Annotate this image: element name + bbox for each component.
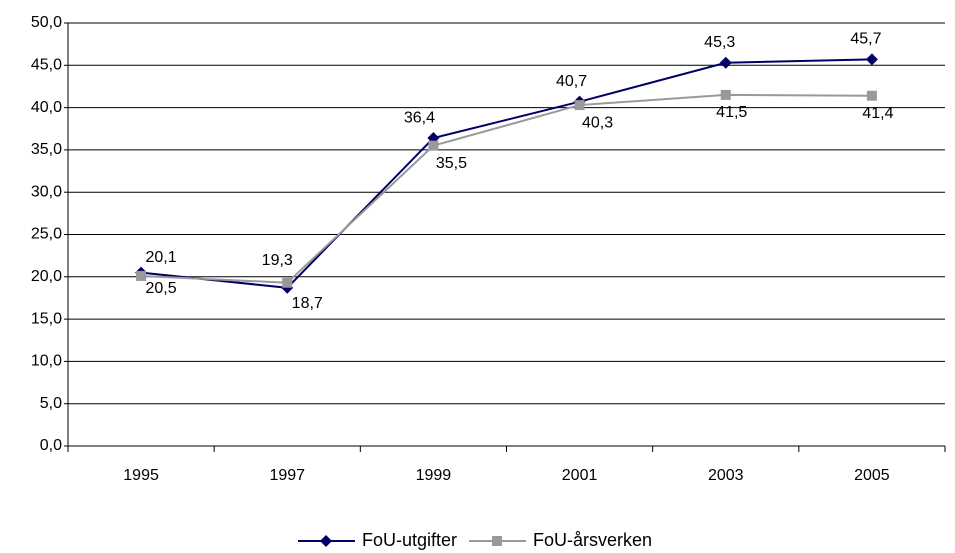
legend-marker <box>492 536 503 546</box>
x-tick-label: 2001 <box>562 467 598 484</box>
point <box>720 89 731 100</box>
y-tick-label: 10,0 <box>31 353 62 370</box>
data-label: 45,3 <box>704 34 735 51</box>
y-tick-label: 0,0 <box>40 437 62 454</box>
legend-label: FoU-årsverken <box>533 530 652 550</box>
point <box>865 53 878 66</box>
data-label: 40,7 <box>556 73 587 90</box>
data-label: 35,5 <box>436 155 467 172</box>
data-label: 41,5 <box>716 104 747 121</box>
y-tick-label: 50,0 <box>31 14 62 31</box>
x-tick-label: 1995 <box>123 467 159 484</box>
data-label: 18,7 <box>292 295 323 312</box>
legend-label: FoU-utgifter <box>362 530 457 550</box>
y-tick-label: 20,0 <box>31 268 62 285</box>
x-tick-label: 2003 <box>708 467 744 484</box>
data-label: 41,4 <box>862 105 893 122</box>
data-label: 20,5 <box>146 280 177 297</box>
y-tick-label: 30,0 <box>31 183 62 200</box>
x-tick-label: 2005 <box>854 467 890 484</box>
x-tick-label: 1997 <box>269 467 305 484</box>
point <box>428 140 439 151</box>
x-tick-label: 1999 <box>416 467 452 484</box>
y-tick-label: 45,0 <box>31 57 62 74</box>
series-line <box>141 93 872 284</box>
series-line <box>140 58 872 289</box>
y-tick-label: 15,0 <box>31 310 62 327</box>
point <box>282 277 293 288</box>
data-label: 19,3 <box>262 252 293 269</box>
point <box>574 100 585 111</box>
y-tick-label: 35,0 <box>31 141 62 158</box>
data-label: 45,7 <box>850 31 881 48</box>
y-tick-label: 40,0 <box>31 99 62 116</box>
data-label: 20,1 <box>146 249 177 266</box>
point <box>866 90 877 101</box>
data-label: 36,4 <box>404 109 435 126</box>
y-tick-label: 25,0 <box>31 226 62 243</box>
y-tick-label: 5,0 <box>40 395 62 412</box>
point <box>136 270 147 281</box>
legend-marker <box>320 535 332 547</box>
data-label: 40,3 <box>582 114 613 131</box>
point <box>719 56 732 69</box>
